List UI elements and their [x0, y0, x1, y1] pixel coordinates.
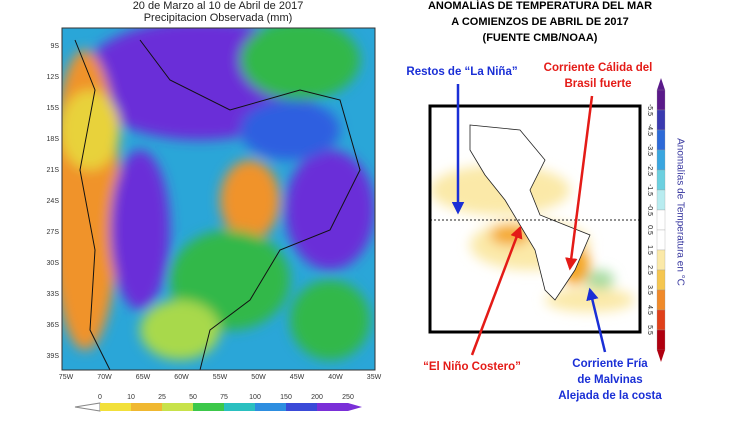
- colorbar-swatch: [656, 169, 666, 191]
- lat-label: 39S: [47, 353, 60, 360]
- lon-label: 60W: [174, 374, 189, 381]
- colorbar-arrow: [74, 402, 101, 412]
- colorbar-label: 0.5: [646, 225, 653, 235]
- lon-label: 45W: [290, 374, 305, 381]
- colorbar-label: 0: [98, 394, 102, 401]
- annotation: Restos de “La Niña”: [406, 66, 517, 78]
- colorbar-label: 1.5: [646, 245, 653, 255]
- colorbar-label: 3.5: [646, 285, 653, 295]
- colorbar-swatch: [656, 289, 666, 311]
- annotation: “El Niño Costero”: [423, 361, 521, 373]
- colorbar-label: 50: [189, 394, 197, 401]
- colorbar-arrow: [348, 403, 362, 411]
- lat-label: 12S: [47, 74, 60, 81]
- colorbar-label: 10: [127, 394, 135, 401]
- colorbar-swatch: [131, 403, 162, 411]
- lat-label: 18S: [47, 136, 60, 143]
- colorbar-swatch: [317, 403, 348, 411]
- lat-label: 21S: [47, 167, 60, 174]
- lon-label: 40W: [328, 374, 343, 381]
- colorbar-label: -3.5: [646, 144, 653, 156]
- lat-label: 30S: [47, 260, 60, 267]
- sst-title: (FUENTE CMB/NOAA): [483, 32, 598, 44]
- sst-colorbar: -5.5 -4.5 -3.5 -2.5 -1.5 -0.5 0.5 1.5 2.5 3.5 4.5 5…: [646, 78, 666, 362]
- sst-title: ANOMALÍAS DE TEMPERATURA DEL MAR: [428, 0, 652, 12]
- colorbar-label: 4.5: [646, 305, 653, 315]
- colorbar-label: 75: [220, 394, 228, 401]
- colorbar-label: 100: [249, 394, 261, 401]
- lon-label: 75W: [59, 374, 74, 381]
- map-frame: [61, 27, 376, 371]
- colorbar-swatch: [656, 329, 666, 351]
- colorbar-label: -5.5: [646, 104, 653, 116]
- lat-label: 9S: [50, 43, 59, 50]
- colorbar-label: -1.5: [646, 184, 653, 196]
- colorbar-label: -0.5: [646, 204, 653, 216]
- precip-map: [62, 28, 375, 370]
- map-subtitle: Precipitacion Observada (mm): [144, 12, 293, 24]
- colorbar-arrow: [657, 78, 665, 90]
- lon-label: 50W: [251, 374, 266, 381]
- lat-label: 27S: [47, 229, 60, 236]
- lat-label: 24S: [47, 198, 60, 205]
- colorbar-swatch: [656, 109, 666, 131]
- colorbar-swatch: [656, 89, 666, 111]
- annotation: Corriente Cálida del: [544, 62, 653, 74]
- colorbar-swatch: [100, 403, 131, 411]
- colorbar-swatch: [286, 403, 317, 411]
- colorbar-swatch: [255, 403, 286, 411]
- colorbar-label: -4.5: [646, 124, 653, 136]
- map-title: 20 de Marzo al 10 de Abril de 2017: [133, 0, 304, 12]
- lat-label: 33S: [47, 291, 60, 298]
- colorbar-label: 5.5: [646, 325, 653, 335]
- sst-frame: [428, 104, 642, 334]
- sst-title: A COMIENZOS DE ABRIL DE 2017: [451, 16, 628, 28]
- colorbar-swatch: [193, 403, 224, 411]
- annotation: Corriente Fría: [572, 358, 648, 370]
- colorbar-swatch: [656, 249, 666, 271]
- colorbar-label: 250: [342, 394, 354, 401]
- colorbar-label: 200: [311, 394, 323, 401]
- colorbar-label: -2.5: [646, 164, 653, 176]
- sst-map: [430, 106, 640, 332]
- lon-label: 70W: [97, 374, 112, 381]
- lat-label: 15S: [47, 105, 60, 112]
- precip-colorbar: 0 10 25 50 75 100 150 200 250: [74, 394, 362, 412]
- annotation: de Malvinas: [577, 374, 642, 386]
- lon-label: 65W: [136, 374, 151, 381]
- annotation: Brasil fuerte: [564, 78, 631, 90]
- colorbar-swatch: [656, 209, 666, 231]
- lon-label: 55W: [213, 374, 228, 381]
- colorbar-swatch: [656, 129, 666, 151]
- lat-label: 36S: [47, 322, 60, 329]
- colorbar-label: 25: [158, 394, 166, 401]
- colorbar-swatch: [224, 403, 255, 411]
- colorbar-swatch: [656, 189, 666, 211]
- colorbar-swatch: [162, 403, 193, 411]
- colorbar-label: 150: [280, 394, 292, 401]
- colorbar-title: Anomalías de Temperatura en °C: [674, 138, 685, 286]
- colorbar-swatch: [656, 309, 666, 331]
- colorbar-arrow: [657, 350, 665, 362]
- colorbar-swatch: [656, 229, 666, 251]
- colorbar-label: 2.5: [646, 265, 653, 275]
- colorbar-swatch: [656, 269, 666, 291]
- colorbar-swatch: [656, 149, 666, 171]
- annotation: Alejada de la costa: [558, 390, 662, 402]
- lon-label: 35W: [367, 374, 382, 381]
